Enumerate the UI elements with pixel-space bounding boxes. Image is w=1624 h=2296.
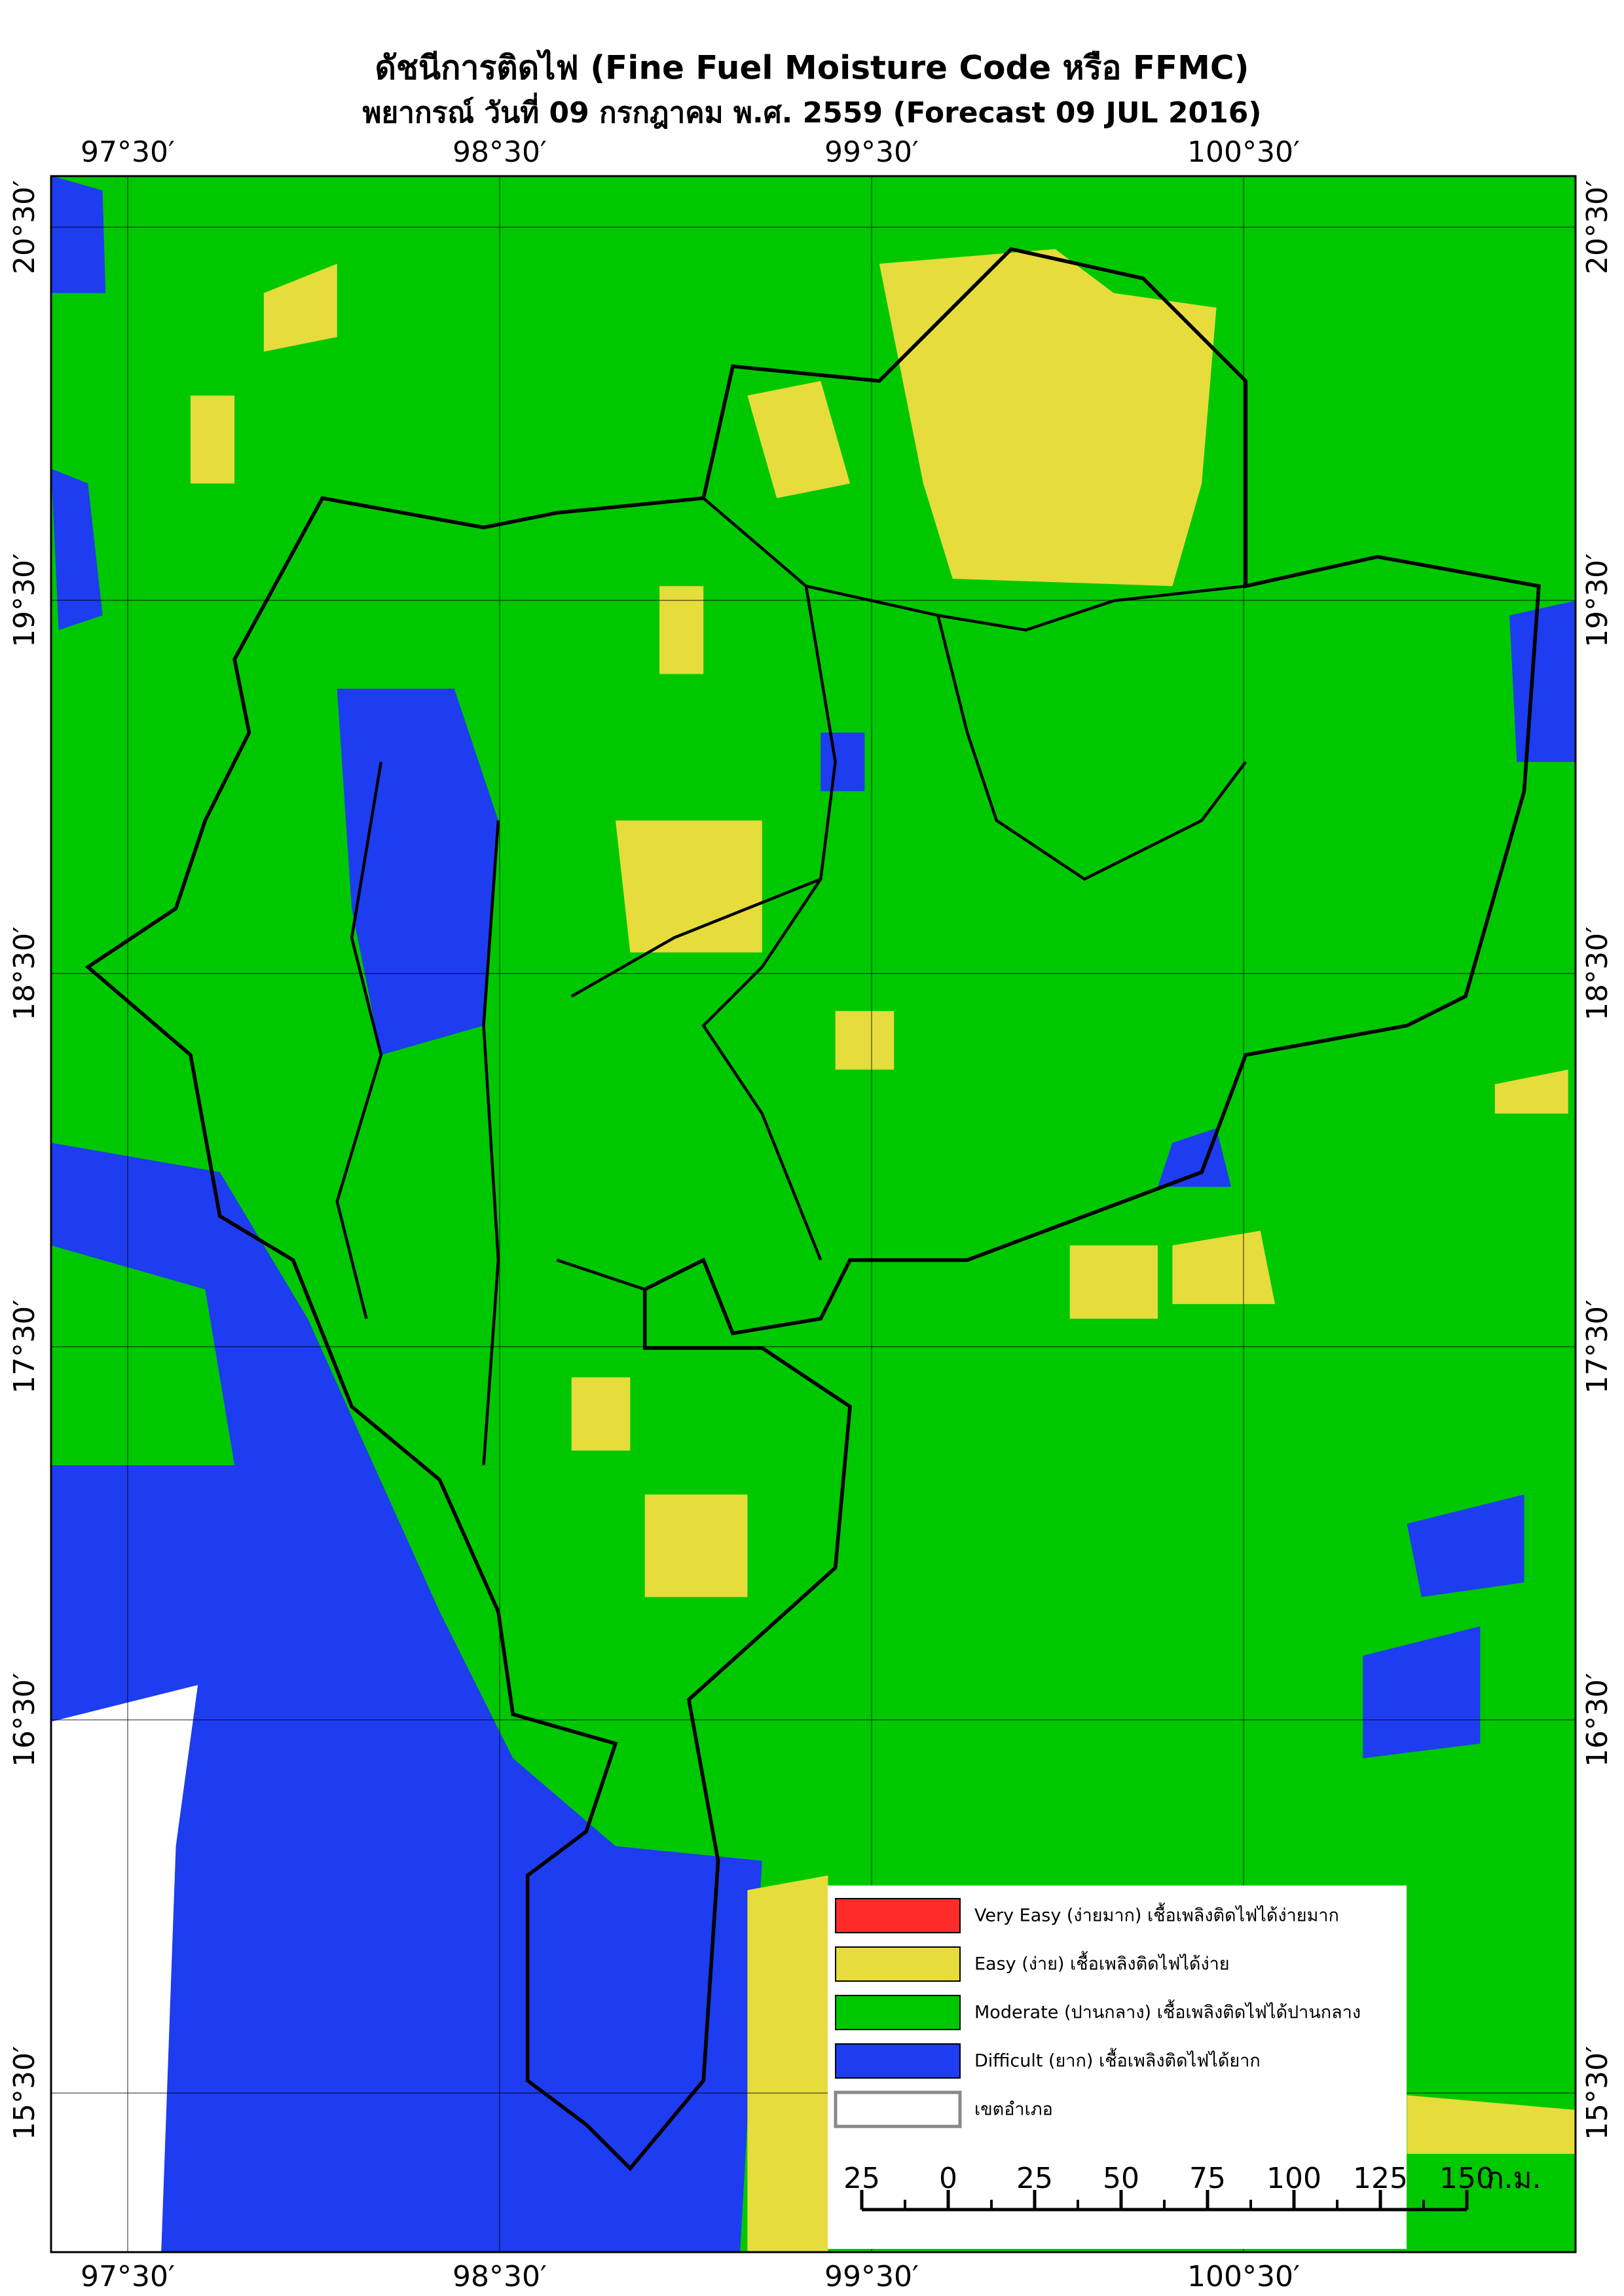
legend-label: Difficult (ยาก) เชื้อเพลิงติดไฟได้ยาก (974, 2048, 1261, 2071)
longitude-label-bottom: 99°30′ (824, 2260, 919, 2293)
longitude-label-top: 100°30′ (1187, 136, 1300, 169)
scale-label: 25 (843, 2162, 880, 2195)
scale-label: 25 (1016, 2162, 1053, 2195)
map-frame (50, 175, 1577, 2253)
longitude-label-top: 99°30′ (824, 136, 919, 169)
map-area (51, 176, 1576, 2252)
province-boundary (84, 247, 1541, 2172)
scale-unit: ก.ม. (1486, 2162, 1541, 2195)
scale-label: 150 (1439, 2162, 1494, 2195)
scale-label: 50 (1103, 2162, 1139, 2195)
legend-swatch (835, 2043, 961, 2079)
latitude-label-left: 19°30′ (8, 553, 41, 647)
legend-label: Very Easy (ง่ายมาก) เชื้อเพลิงติดไฟได้ง่… (974, 1903, 1339, 1926)
latitude-label-right: 17°30′ (1581, 1300, 1614, 1394)
scale-label: 75 (1189, 2162, 1226, 2195)
latitude-label-left: 16°30′ (8, 1673, 41, 1767)
district-boundaries (335, 497, 1247, 1466)
sea-area (51, 1685, 198, 2252)
longitude-label-bottom: 98°30′ (452, 2260, 547, 2293)
legend-swatch (835, 1995, 961, 2030)
legend: Very Easy (ง่ายมาก) เชื้อเพลิงติดไฟได้ง่… (834, 1898, 1361, 2128)
latitude-label-right: 16°30′ (1581, 1673, 1614, 1767)
latitude-label-left: 18°30′ (8, 926, 41, 1021)
map-subtitle: พยากรณ์ วันที่ 09 กรกฎาคม พ.ศ. 2559 (For… (363, 92, 1262, 130)
latitude-label-left: 20°30′ (8, 180, 41, 274)
latitude-label-left: 17°30′ (8, 1300, 41, 1394)
longitude-label-top: 98°30′ (452, 136, 547, 169)
legend-swatch (835, 1898, 961, 1933)
longitude-label-bottom: 100°30′ (1187, 2260, 1300, 2293)
fuel-zones (51, 176, 1576, 2252)
longitude-label-bottom: 97°30′ (81, 2260, 175, 2293)
map-title: ดัชนีการติดไฟ (Fine Fuel Moisture Code ห… (375, 49, 1249, 87)
scale-label: 0 (939, 2162, 957, 2195)
difficult-area (51, 1142, 762, 2252)
legend-swatch (834, 2090, 962, 2128)
scale-label: 125 (1353, 2162, 1408, 2195)
latitude-label-left: 15°30′ (8, 2046, 41, 2140)
legend-label: เขตอำเภอ (974, 2100, 1053, 2120)
legend-label: Moderate (ปานกลาง) เชื้อเพลิงติดไฟได้ปาน… (974, 1999, 1361, 2023)
longitude-label-top: 97°30′ (81, 136, 175, 169)
latitude-label-right: 19°30′ (1581, 553, 1614, 647)
scale-label: 100 (1266, 2162, 1321, 2195)
legend-label: Easy (ง่าย) เชื้อเพลิงติดไฟได้ง่าย (974, 1951, 1230, 1975)
latitude-label-right: 18°30′ (1581, 926, 1614, 1021)
latitude-label-right: 20°30′ (1581, 180, 1614, 274)
latitude-label-right: 15°30′ (1581, 2046, 1614, 2140)
legend-swatch (835, 1946, 961, 1982)
